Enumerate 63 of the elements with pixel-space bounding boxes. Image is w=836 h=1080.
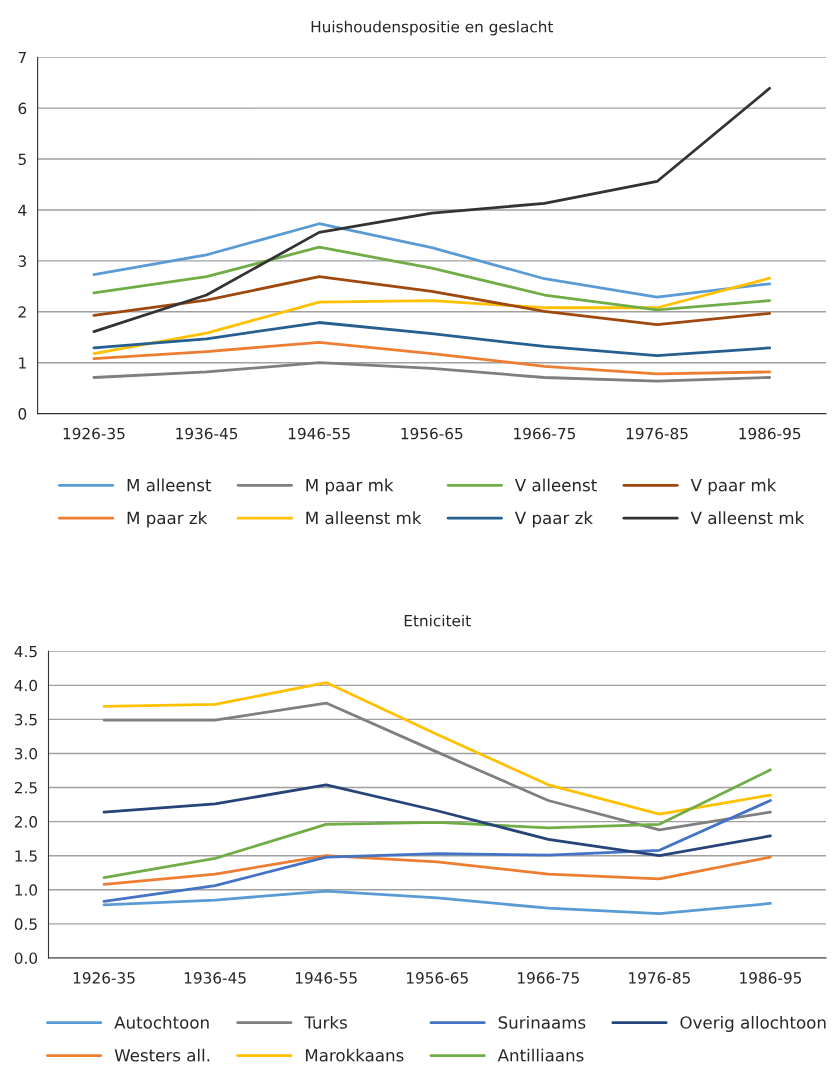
x-tick-label: 1946-55 (295, 972, 357, 984)
x-tick-label: 1966-75 (518, 972, 579, 984)
x-tick-label: 1956-65 (401, 427, 463, 440)
line-series (102, 783, 772, 858)
x-tick-label: 1986-95 (740, 972, 802, 984)
y-tick-label: 3.0 (14, 747, 38, 760)
x-tick-label: 1946-55 (288, 427, 350, 440)
y-tick-label: 1.0 (15, 884, 38, 896)
chart-title: Huishoudenspositie en geslacht (311, 20, 554, 36)
y-tick-label: 4.5 (14, 645, 37, 658)
line-series (92, 340, 772, 376)
x-tick-label: 1926-35 (73, 972, 135, 984)
x-tick-label: 1976-85 (626, 427, 688, 440)
line-series (102, 889, 772, 916)
line-series (102, 854, 772, 886)
y-tick-label: 2.0 (14, 816, 38, 828)
y-tick-label: 0.0 (14, 952, 38, 964)
line-series (92, 222, 772, 299)
y-tick-label: 3.5 (14, 713, 37, 726)
y-tick-label: 4 (18, 204, 27, 216)
y-tick-label: 1 (19, 357, 26, 369)
y-tick-label: 7 (18, 51, 26, 64)
chart-title: Etniciteit (404, 614, 471, 627)
legend-label: V alleenst mk (690, 511, 805, 525)
legend-label: Turks (304, 1015, 347, 1029)
y-tick-label: 2 (18, 306, 26, 318)
legend-label: M paar mk (306, 478, 394, 495)
line-series (92, 275, 772, 326)
legend-label: M alleenst mk (306, 511, 422, 525)
legend-label: V paar mk (690, 478, 777, 495)
y-tick-label: 3 (18, 255, 26, 267)
legend-label: Marokkaans (305, 1048, 404, 1062)
line-series (102, 768, 772, 879)
x-tick-label: 1986-95 (739, 427, 801, 440)
legend-label: Overig allochtoon (680, 1015, 826, 1033)
y-tick-label: 5 (18, 153, 26, 166)
y-tick-label: 2.5 (14, 782, 37, 794)
legend-label: M paar zk (127, 511, 208, 528)
line-series (92, 86, 772, 334)
legend-label: Antilliaans (497, 1048, 584, 1062)
y-tick-label: 1.5 (15, 850, 37, 862)
x-tick-label: 1966-75 (514, 427, 575, 440)
x-tick-label: 1936-45 (184, 972, 246, 984)
legend-label: Autochtoon (114, 1015, 209, 1029)
legend-label: M alleenst (127, 478, 212, 492)
x-tick-label: 1976-85 (629, 972, 690, 984)
x-tick-label: 1956-65 (406, 972, 468, 984)
y-tick-label: 4.0 (14, 679, 38, 692)
y-tick-label: 6 (18, 102, 27, 115)
legend-label: Westers all. (114, 1048, 210, 1062)
line-series (92, 245, 772, 312)
x-tick-label: 1936-45 (176, 427, 238, 440)
line-series (102, 681, 772, 816)
legend-label: V alleenst (514, 478, 597, 492)
x-tick-label: 1926-35 (63, 427, 125, 440)
y-tick-label: 0.5 (14, 918, 37, 930)
line-series (92, 321, 772, 357)
legend-label: V paar zk (514, 511, 593, 528)
line-series (102, 701, 772, 832)
legend-label: Surinaams (498, 1015, 586, 1029)
y-tick-label: 0 (18, 408, 27, 420)
line-series (102, 799, 772, 903)
line-series (92, 361, 772, 383)
